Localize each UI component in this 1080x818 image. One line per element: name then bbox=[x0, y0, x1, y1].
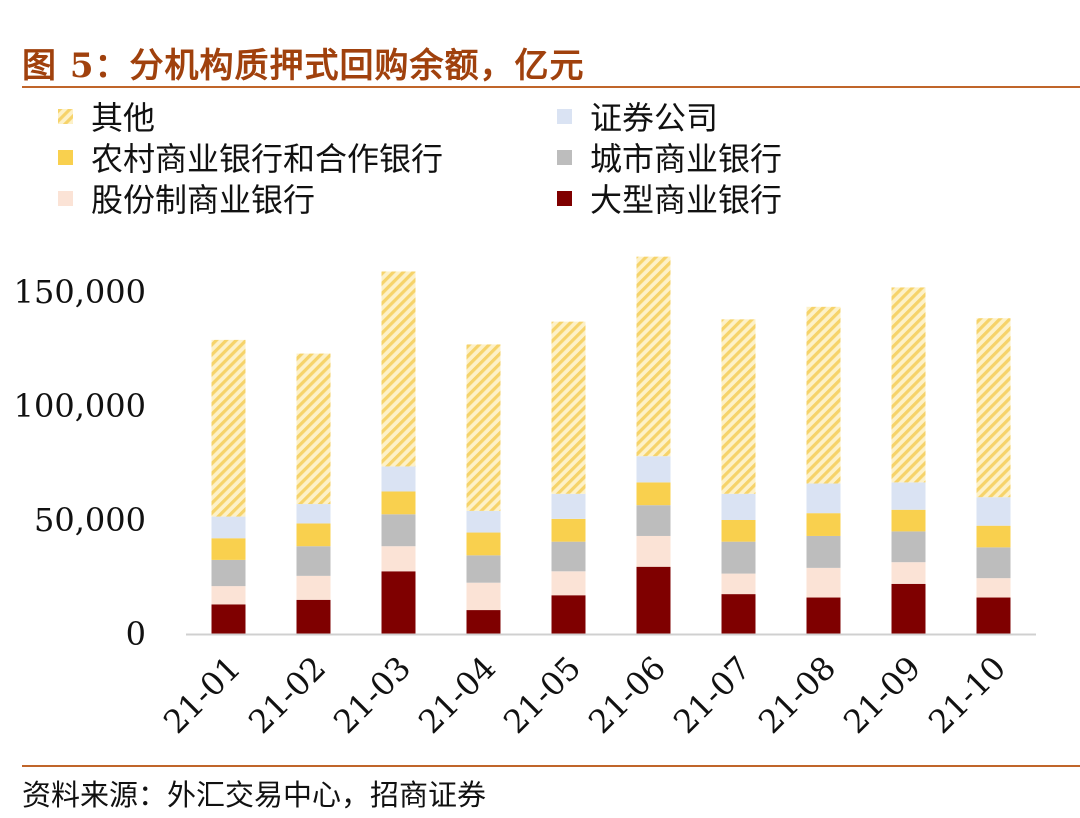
bar-segment-21-01-s5 bbox=[211, 339, 246, 517]
bar-segment-21-05-s1 bbox=[551, 571, 586, 596]
legend-item-other: 其他 bbox=[58, 96, 156, 137]
bar-segment-21-02-s0 bbox=[296, 599, 331, 634]
bar-segment-21-04-s3 bbox=[466, 532, 501, 556]
bar-segment-21-08-s5 bbox=[806, 306, 841, 484]
legend-label: 农村商业银行和合作银行 bbox=[91, 140, 444, 178]
source-note: 资料来源：外汇交易中心，招商证券 bbox=[22, 778, 487, 812]
bar-segment-21-03-s0 bbox=[381, 571, 416, 634]
legend-label: 城市商业银行 bbox=[590, 140, 783, 178]
legend-swatch-city-banks bbox=[557, 149, 572, 165]
bar-segment-21-10-s0 bbox=[976, 597, 1011, 634]
x-tick-label: 21-01 bbox=[156, 649, 248, 741]
bar-segment-21-06-s2 bbox=[636, 505, 671, 536]
bar-segment-21-04-s5 bbox=[466, 344, 501, 511]
bar-segment-21-03-s4 bbox=[381, 466, 416, 492]
bar-segment-21-06-s3 bbox=[636, 482, 671, 506]
x-tick-label: 21-10 bbox=[921, 649, 1013, 741]
x-tick-label: 21-07 bbox=[666, 649, 758, 741]
bar-segment-21-04-s2 bbox=[466, 555, 501, 583]
x-tick-label: 21-03 bbox=[326, 649, 418, 741]
x-tick-label: 21-04 bbox=[411, 649, 503, 741]
bar-segment-21-02-s1 bbox=[296, 575, 331, 600]
bar-segment-21-03-s5 bbox=[381, 271, 416, 467]
bar-segment-21-02-s3 bbox=[296, 523, 331, 547]
bar-segment-21-07-s5 bbox=[721, 319, 756, 494]
bar-segment-21-01-s0 bbox=[211, 604, 246, 634]
legend-label: 证券公司 bbox=[590, 99, 719, 137]
bar-segment-21-05-s5 bbox=[551, 321, 586, 494]
bar-segment-21-10-s2 bbox=[976, 547, 1011, 579]
bar-segment-21-02-s4 bbox=[296, 504, 331, 524]
legend-item-joint-stock-banks: 股份制商业银行 bbox=[58, 178, 316, 219]
legend-swatch-securities bbox=[557, 108, 572, 124]
bar-segment-21-05-s0 bbox=[551, 595, 586, 634]
bar-segment-21-03-s1 bbox=[381, 546, 416, 572]
x-tick-label: 21-06 bbox=[581, 649, 673, 741]
legend-item-securities: 证券公司 bbox=[557, 96, 719, 137]
bar-segment-21-09-s3 bbox=[891, 509, 926, 532]
legend-item-rural-banks: 农村商业银行和合作银行 bbox=[58, 137, 444, 178]
bar-segment-21-10-s4 bbox=[976, 497, 1011, 526]
bar-segment-21-09-s0 bbox=[891, 583, 926, 634]
bar-segment-21-06-s5 bbox=[636, 256, 671, 457]
bar-segment-21-06-s0 bbox=[636, 566, 671, 634]
bar-segment-21-09-s2 bbox=[891, 531, 926, 563]
x-tick-label: 21-08 bbox=[751, 649, 843, 741]
bar-segment-21-07-s2 bbox=[721, 541, 756, 574]
bar-segment-21-03-s2 bbox=[381, 514, 416, 547]
bar-segment-21-07-s0 bbox=[721, 594, 756, 634]
legend-label: 大型商业银行 bbox=[590, 181, 783, 219]
bar-segment-21-08-s3 bbox=[806, 513, 841, 536]
y-tick-label: 50,000 bbox=[34, 501, 146, 539]
title-rule bbox=[22, 86, 1080, 88]
bar-segment-21-01-s1 bbox=[211, 586, 246, 605]
bar-segment-21-09-s4 bbox=[891, 482, 926, 510]
legend-label: 股份制商业银行 bbox=[91, 181, 316, 219]
bar-segment-21-06-s1 bbox=[636, 535, 671, 567]
bar-segment-21-02-s5 bbox=[296, 353, 331, 505]
bar-segment-21-08-s2 bbox=[806, 535, 841, 568]
bar-segment-21-10-s5 bbox=[976, 318, 1011, 498]
bar-segment-21-06-s4 bbox=[636, 456, 671, 483]
figure-title: 图 5：分机构质押式回购余额，亿元 bbox=[22, 46, 585, 86]
y-tick-label: 150,000 bbox=[14, 273, 146, 311]
x-tick-label: 21-09 bbox=[836, 649, 928, 741]
bar-segment-21-09-s5 bbox=[891, 287, 926, 483]
legend-item-city-banks: 城市商业银行 bbox=[557, 137, 783, 178]
bar-segment-21-07-s1 bbox=[721, 573, 756, 595]
legend-swatch-joint-stock-banks bbox=[58, 190, 73, 206]
bar-segment-21-04-s0 bbox=[466, 610, 501, 634]
y-tick-label: 0 bbox=[126, 615, 146, 653]
legend-swatch-large-banks bbox=[557, 190, 572, 206]
bar-segment-21-04-s1 bbox=[466, 582, 501, 611]
bar-segment-21-09-s1 bbox=[891, 562, 926, 584]
bar-segment-21-07-s3 bbox=[721, 520, 756, 542]
bar-segment-21-08-s1 bbox=[806, 567, 841, 598]
bar-segment-21-04-s4 bbox=[466, 510, 501, 533]
bar-segment-21-05-s4 bbox=[551, 493, 586, 519]
bar-segment-21-08-s0 bbox=[806, 597, 841, 634]
bar-segment-21-01-s4 bbox=[211, 516, 246, 539]
legend-swatch-rural-banks bbox=[58, 149, 73, 165]
legend-swatch-other bbox=[58, 108, 73, 124]
legend-label: 其他 bbox=[91, 99, 156, 137]
bar-segment-21-08-s4 bbox=[806, 483, 841, 514]
bar-segment-21-05-s3 bbox=[551, 518, 586, 542]
bar-segment-21-10-s3 bbox=[976, 525, 1011, 548]
bar-segment-21-07-s4 bbox=[721, 493, 756, 520]
legend-item-large-banks: 大型商业银行 bbox=[557, 178, 783, 219]
bar-segment-21-10-s1 bbox=[976, 578, 1011, 598]
bar-segment-21-02-s2 bbox=[296, 546, 331, 576]
bar-segment-21-01-s2 bbox=[211, 559, 246, 587]
bar-segment-21-03-s3 bbox=[381, 491, 416, 515]
footer-rule bbox=[22, 765, 1080, 767]
x-tick-label: 21-05 bbox=[496, 649, 588, 741]
x-tick-label: 21-02 bbox=[241, 649, 333, 741]
bar-segment-21-01-s3 bbox=[211, 538, 246, 560]
bar-segment-21-05-s2 bbox=[551, 541, 586, 572]
y-tick-label: 100,000 bbox=[14, 387, 146, 425]
